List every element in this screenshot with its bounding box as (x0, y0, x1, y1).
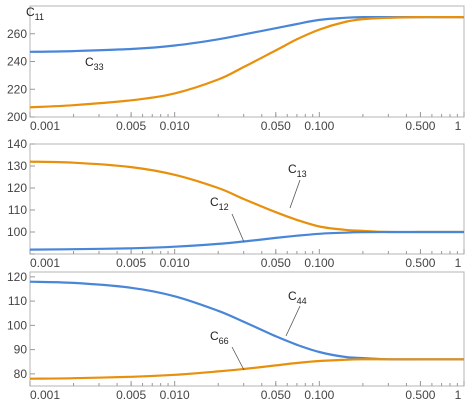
plot-frame (29, 271, 465, 387)
x-tick-label: 0.010 (160, 119, 190, 133)
series-label-sub: 11 (35, 12, 44, 22)
leader-line (285, 305, 301, 337)
panel-1: 0.001 0.005 0.010 0.050 0.100 0.500 1 200 220 240… (7, 5, 465, 133)
series-label-main: C (210, 329, 219, 343)
series-label-main: C (288, 289, 297, 303)
y-tick-label: 100 (7, 318, 27, 332)
x-tick-label: 1 (455, 119, 462, 133)
x-tick-label: 0.500 (405, 388, 435, 402)
x-tick-label: 0.500 (405, 256, 435, 270)
series-line-c33 (29, 15, 465, 109)
series-line-c12 (29, 230, 464, 251)
series-line-c13 (29, 160, 464, 234)
x-tick-label: 0.050 (261, 119, 291, 133)
x-tick-label: 0.100 (304, 256, 334, 270)
series-label-main: C (85, 55, 94, 69)
series-label-sub: 12 (219, 202, 229, 212)
series-label-sub: 44 (297, 296, 307, 306)
series-label-c12: C12 (210, 195, 229, 212)
series-line-c44 (29, 280, 464, 361)
y-tick-label: 130 (7, 159, 27, 173)
y-tick-label: 120 (7, 181, 27, 195)
series-label-main: C (210, 195, 219, 209)
y-tick-label: 90 (14, 343, 28, 357)
x-tick-label: 0.100 (304, 119, 334, 133)
series-label-c13: C13 (288, 162, 307, 179)
series-label-c44: C44 (288, 289, 307, 306)
series-label-c66: C66 (210, 329, 229, 346)
y-tick-label: 220 (7, 82, 27, 96)
x-tick-label: 0.100 (304, 388, 334, 402)
leader-line (231, 346, 245, 371)
series-line-c66 (29, 358, 464, 380)
x-tick-label: 0.001 (30, 256, 60, 270)
y-tick-label: 260 (7, 27, 27, 41)
x-tick-label: 0.010 (160, 256, 190, 270)
y-tick-label: 110 (8, 203, 27, 217)
series-line-c11 (29, 15, 465, 53)
panel-2: 0.001 0.005 0.010 0.050 0.100 0.500 1 100 110 120… (7, 137, 465, 270)
leader-line (231, 213, 245, 243)
y-tick-label: 240 (7, 55, 27, 69)
series-label-main: C (26, 5, 35, 19)
x-tick-label: 0.500 (405, 119, 435, 133)
x-tick-label: 0.050 (261, 256, 291, 270)
series-label-sub: 66 (219, 336, 229, 346)
series-label-c33: C33 (85, 55, 104, 72)
y-tick-label: 200 (7, 110, 27, 124)
panel-3: 0.001 0.005 0.010 0.050 0.100 0.500 1 80 90 100 11… (7, 270, 465, 402)
x-tick-label: 0.001 (30, 119, 60, 133)
x-tick-label: 0.005 (116, 256, 146, 270)
x-tick-label: 0.005 (116, 388, 146, 402)
y-tick-label: 100 (7, 225, 27, 239)
x-tick-label: 0.050 (261, 388, 291, 402)
series-label-main: C (288, 162, 297, 176)
x-tick-label: 1 (455, 388, 462, 402)
y-tick-label: 110 (8, 294, 27, 308)
y-tick-label: 120 (7, 270, 27, 284)
x-tick-label: 1 (455, 256, 462, 270)
y-tick-label: 140 (7, 137, 27, 151)
x-tick-label: 0.010 (160, 388, 190, 402)
series-label-c11: C11 (26, 5, 44, 22)
x-tick-label: 0.005 (116, 119, 146, 133)
series-label-sub: 33 (94, 62, 104, 72)
series-label-sub: 13 (297, 169, 307, 179)
plot-frame (29, 143, 465, 255)
x-tick-label: 0.001 (30, 388, 60, 402)
y-tick-label: 80 (14, 367, 28, 381)
leader-line (289, 179, 301, 209)
